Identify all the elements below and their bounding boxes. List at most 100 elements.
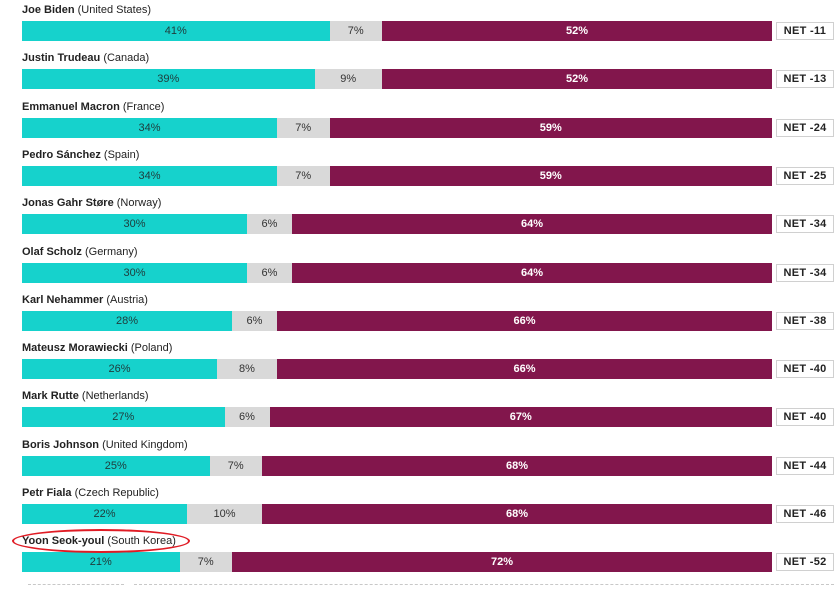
disapprove-bar: 66%	[277, 310, 772, 331]
leader-country: (France)	[122, 100, 165, 113]
disapprove-bar: 64%	[292, 214, 772, 235]
net-score: NET -40	[776, 408, 834, 427]
unsure-bar: 8%	[217, 359, 277, 380]
disapprove-bar: 66%	[277, 359, 772, 380]
disapprove-bar: 64%	[292, 262, 772, 283]
bar-track: 28% 6% 66%	[22, 310, 772, 331]
net-score: NET -40	[776, 360, 834, 379]
net-score: NET -11	[776, 22, 834, 40]
leader-country: (Canada)	[103, 52, 150, 65]
leader-country: (Netherlands)	[81, 390, 149, 403]
leader-name: Mateusz Morawiecki	[22, 342, 128, 355]
leader-label: Jonas Gahr Støre (Norway)	[22, 197, 161, 209]
net-score: NET -52	[776, 553, 834, 572]
leader-name: Emmanuel Macron	[22, 100, 120, 113]
unsure-bar: 7%	[277, 117, 330, 138]
leader-name: Mark Rutte	[22, 390, 79, 403]
approve-bar: 28%	[22, 310, 232, 331]
bar-track: 34% 7% 59%	[22, 165, 772, 186]
leader-row: Mateusz Morawiecki (Poland) 26% 8% 66% NET -…	[0, 338, 839, 386]
leader-label: Emmanuel Macron (France)	[22, 101, 164, 113]
unsure-bar: 7%	[179, 552, 232, 573]
leader-country: (Czech Republic)	[74, 487, 159, 499]
approve-bar: 27%	[22, 407, 225, 428]
approve-bar: 30%	[22, 214, 247, 235]
disapprove-bar: 52%	[382, 69, 772, 90]
approve-bar: 30%	[22, 262, 247, 283]
leader-label: Justin Trudeau (Canada)	[22, 52, 149, 64]
disapprove-bar: 52%	[382, 21, 772, 41]
bar-track: 26% 8% 66%	[22, 359, 772, 380]
unsure-bar: 6%	[224, 407, 270, 428]
unsure-bar: 6%	[232, 310, 277, 331]
leader-name: Petr Fiala	[22, 487, 72, 499]
unsure-bar: 6%	[247, 262, 292, 283]
leader-name: Jonas Gahr Støre	[22, 197, 114, 210]
leader-label: Mateusz Morawiecki (Poland)	[22, 342, 172, 354]
bar-track: 39% 9% 52%	[22, 69, 772, 90]
net-score: NET -38	[776, 311, 834, 330]
disapprove-bar: 67%	[269, 407, 772, 428]
bar-track: 27% 6% 67%	[22, 407, 772, 428]
leader-row: Joe Biden (United States) 41% 7% 52% NET -11	[0, 0, 839, 48]
approve-bar: 41%	[22, 21, 330, 41]
leader-row: Mark Rutte (Netherlands) 27% 6% 67% NET -40	[0, 386, 839, 434]
disapprove-bar: 59%	[329, 117, 772, 138]
approve-bar: 26%	[22, 359, 217, 380]
leader-label: Karl Nehammer (Austria)	[22, 294, 148, 306]
leader-label: Pedro Sánchez (Spain)	[22, 149, 139, 161]
net-score: NET -44	[776, 456, 834, 475]
leader-row: Petr Fiala (Czech Republic) 22% 10% 68% NET …	[0, 483, 839, 531]
leader-country: (United States)	[77, 4, 152, 16]
leader-name: Karl Nehammer	[22, 293, 104, 306]
leader-label: Boris Johnson (United Kingdom)	[22, 439, 188, 451]
bar-track: 25% 7% 68%	[22, 455, 772, 476]
bar-track: 34% 7% 59%	[22, 117, 772, 138]
leader-name: Boris Johnson	[22, 438, 100, 451]
bottom-divider-right	[134, 584, 834, 585]
unsure-bar: 6%	[247, 214, 292, 235]
net-score: NET -13	[776, 70, 834, 89]
net-score: NET -25	[776, 166, 834, 185]
unsure-bar: 7%	[209, 455, 262, 476]
leader-label: Petr Fiala (Czech Republic)	[22, 487, 159, 499]
leader-name: Justin Trudeau	[22, 52, 101, 65]
leader-country: (United Kingdom)	[102, 438, 188, 451]
leader-row: Emmanuel Macron (France) 34% 7% 59% NET -24	[0, 97, 839, 145]
highlight-circle	[12, 529, 190, 553]
leader-label: Joe Biden (United States)	[22, 4, 151, 16]
approve-bar: 22%	[22, 504, 187, 524]
disapprove-bar: 68%	[262, 455, 772, 476]
leader-row: Jonas Gahr Støre (Norway) 30% 6% 64% NET -34	[0, 193, 839, 241]
leader-country: (Norway)	[116, 197, 162, 210]
leader-country: (Spain)	[103, 148, 140, 161]
approve-bar: 39%	[22, 69, 315, 90]
unsure-bar: 7%	[329, 21, 382, 41]
leader-name: Joe Biden	[22, 4, 75, 16]
approve-bar: 34%	[22, 165, 277, 186]
net-score: NET -34	[776, 263, 834, 282]
leader-row: Pedro Sánchez (Spain) 34% 7% 59% NET -25	[0, 145, 839, 193]
disapprove-bar: 72%	[232, 552, 772, 573]
unsure-bar: 7%	[277, 165, 330, 186]
bar-track: 30% 6% 64%	[22, 214, 772, 235]
approve-bar: 34%	[22, 117, 277, 138]
leader-row: Justin Trudeau (Canada) 39% 9% 52% NET -13	[0, 48, 839, 96]
approve-bar: 21%	[22, 552, 180, 573]
leader-country: (Germany)	[84, 245, 138, 258]
leader-row: Boris Johnson (United Kingdom) 25% 7% 68% NE…	[0, 435, 839, 483]
bottom-divider-left	[28, 584, 124, 585]
net-score: NET -34	[776, 215, 834, 234]
leader-label: Mark Rutte (Netherlands)	[22, 390, 149, 402]
leader-row: Karl Nehammer (Austria) 28% 6% 66% NET -38	[0, 290, 839, 338]
unsure-bar: 9%	[314, 69, 382, 90]
approve-bar: 25%	[22, 455, 210, 476]
net-score: NET -46	[776, 505, 834, 523]
leader-country: (Austria)	[106, 293, 148, 306]
leader-name: Olaf Scholz	[22, 245, 82, 258]
net-score: NET -24	[776, 118, 834, 137]
disapprove-bar: 68%	[262, 504, 772, 524]
bar-track: 30% 6% 64%	[22, 262, 772, 283]
leader-country: (Poland)	[130, 342, 173, 355]
